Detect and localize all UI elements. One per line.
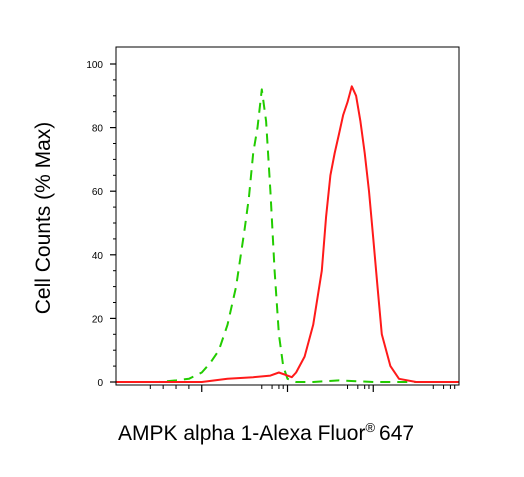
y-tick-label: 40 xyxy=(92,251,104,262)
control-histogram-line xyxy=(116,88,459,383)
x-axis-title: AMPK alpha 1-Alexa Fluor® 647 xyxy=(118,420,414,445)
sample-histogram-line xyxy=(116,85,459,383)
y-axis-title: Cell Counts (% Max) xyxy=(32,122,55,315)
y-axis-ticks: 0 20 40 60 80 100 xyxy=(86,60,116,389)
x-axis-title-superscript: ® xyxy=(365,420,375,435)
series-layer xyxy=(116,85,459,383)
x-axis-title-main: AMPK alpha 1-Alexa Fluor xyxy=(118,422,365,445)
y-tick-label: 80 xyxy=(92,124,104,135)
plot-frame xyxy=(115,46,460,386)
y-tick-label: 20 xyxy=(92,314,104,325)
x-axis-ticks xyxy=(149,385,456,392)
y-tick-label: 0 xyxy=(97,378,103,389)
y-tick-label: 60 xyxy=(92,187,104,198)
x-axis-title-suffix: 647 xyxy=(379,422,414,445)
y-tick-label: 100 xyxy=(86,60,103,71)
